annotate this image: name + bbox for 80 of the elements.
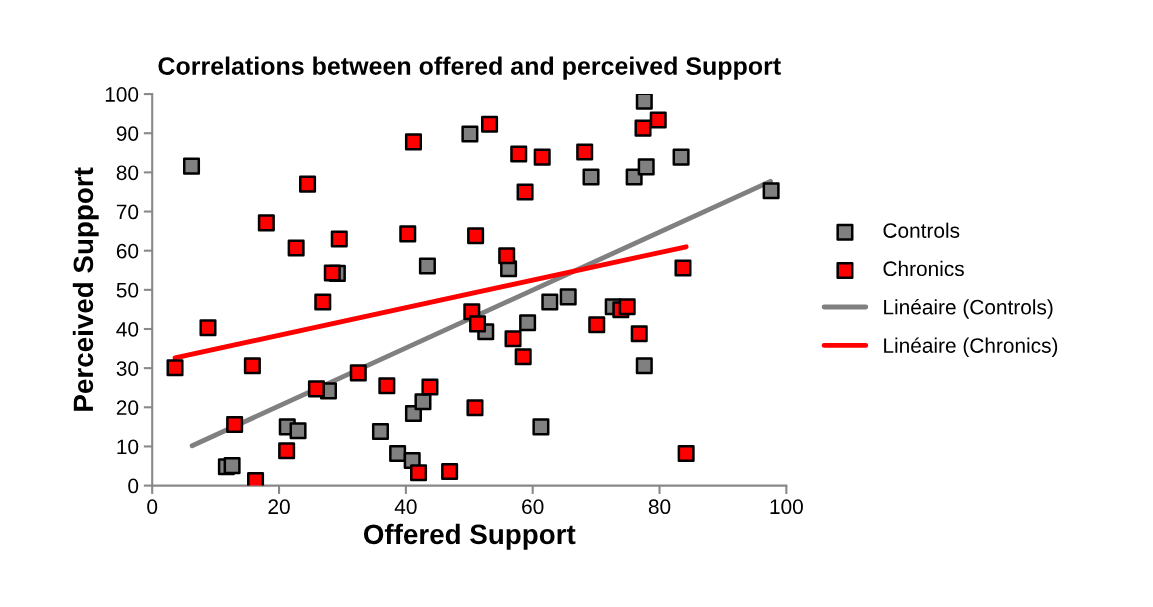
point xyxy=(314,293,332,311)
point xyxy=(481,115,499,133)
point xyxy=(349,364,367,382)
point xyxy=(514,348,532,366)
point xyxy=(257,214,275,232)
point xyxy=(510,145,528,163)
y-tick-label: 0 xyxy=(128,478,139,494)
point xyxy=(330,230,348,248)
y-tick-label: 100 xyxy=(105,87,139,102)
legend-label: Chronics xyxy=(883,260,964,277)
point xyxy=(414,393,432,411)
point xyxy=(532,418,550,436)
point xyxy=(630,325,648,343)
point xyxy=(399,225,417,243)
y-tick-label: 50 xyxy=(116,282,139,298)
point xyxy=(533,148,551,166)
y-tick-label: 40 xyxy=(116,322,139,337)
x-tick-label: 20 xyxy=(268,499,290,515)
point xyxy=(226,415,244,434)
point xyxy=(635,357,653,375)
point xyxy=(649,111,667,129)
point xyxy=(559,288,577,306)
y-axis-title: Perceived Support xyxy=(72,167,99,411)
point xyxy=(618,298,636,316)
chart-title: Correlations between offered and perceived Support xyxy=(158,56,781,80)
y-tick-label: 30 xyxy=(116,361,139,376)
point xyxy=(404,133,422,151)
point xyxy=(625,168,643,186)
point xyxy=(289,422,307,440)
point xyxy=(243,357,261,375)
y-tick-label: 70 xyxy=(116,204,139,220)
point xyxy=(498,247,516,265)
point xyxy=(299,175,317,193)
point xyxy=(672,148,690,166)
y-tick-label: 90 xyxy=(116,126,139,141)
point xyxy=(504,330,522,348)
y-tick-label: 10 xyxy=(117,439,139,455)
point xyxy=(323,264,341,282)
point xyxy=(674,259,692,277)
point xyxy=(371,423,390,441)
point xyxy=(441,462,459,481)
legend-label: Linéaire (Chronics) xyxy=(884,337,1058,358)
y-tick-label: 80 xyxy=(116,165,139,181)
point xyxy=(223,457,241,475)
x-tick-label: 60 xyxy=(522,499,544,515)
x-tick-label: 0 xyxy=(147,499,158,515)
point xyxy=(421,378,439,396)
point xyxy=(468,315,487,333)
x-axis-title: Offered Support xyxy=(363,523,576,550)
point xyxy=(762,182,780,200)
point xyxy=(461,125,479,143)
point xyxy=(410,464,428,482)
point xyxy=(588,316,606,334)
x-tick-label: 40 xyxy=(394,499,417,515)
point xyxy=(378,377,396,395)
legend-label: Linéaire (Controls) xyxy=(884,298,1053,319)
point xyxy=(199,319,217,337)
point xyxy=(418,257,436,275)
point xyxy=(635,94,653,110)
point xyxy=(467,227,485,245)
point xyxy=(466,399,484,417)
point xyxy=(582,168,600,186)
y-tick-label: 20 xyxy=(116,400,139,416)
point xyxy=(389,444,407,463)
x-tick-label: 80 xyxy=(648,499,671,515)
point xyxy=(576,143,594,161)
point xyxy=(307,380,325,398)
point xyxy=(182,157,201,175)
legend-label: Controls xyxy=(883,222,960,238)
point xyxy=(278,442,296,460)
point xyxy=(287,239,305,257)
point xyxy=(634,119,652,137)
point xyxy=(519,314,537,332)
point xyxy=(677,444,695,463)
point xyxy=(541,293,559,311)
point xyxy=(637,158,655,176)
y-tick-label: 60 xyxy=(116,243,139,259)
point xyxy=(166,359,184,377)
x-tick-label: 100 xyxy=(770,499,803,515)
point xyxy=(516,183,534,201)
